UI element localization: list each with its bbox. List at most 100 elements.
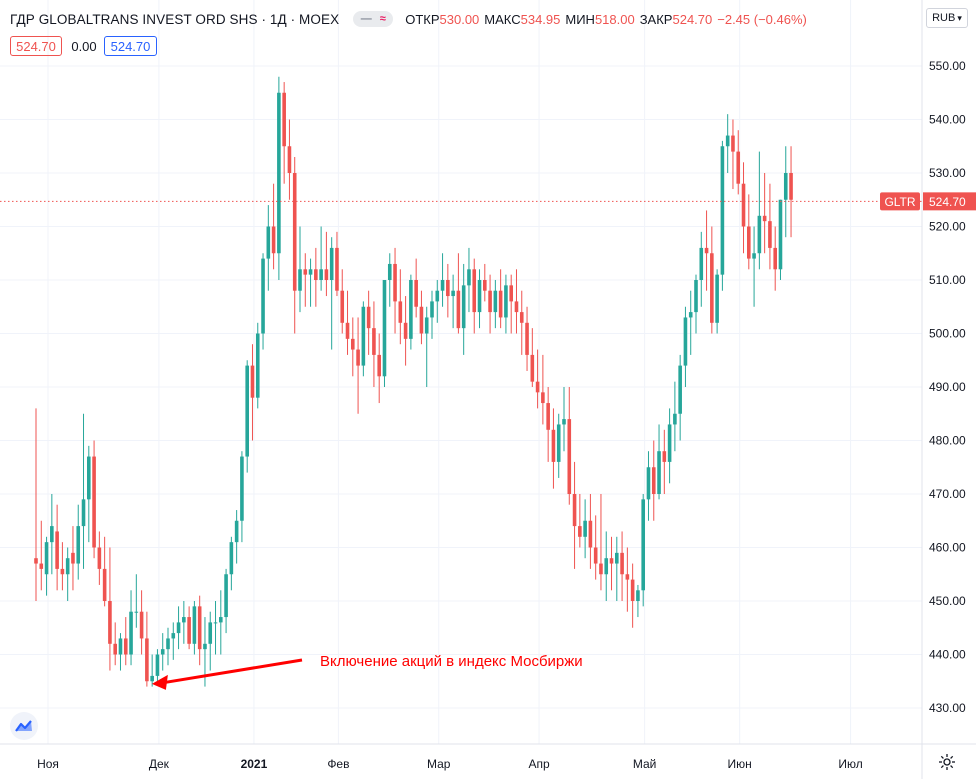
candle-body xyxy=(599,563,603,575)
candle-body xyxy=(366,306,371,329)
x-tick-label: Июл xyxy=(838,757,862,771)
candle-body xyxy=(683,317,688,366)
candle-body xyxy=(160,649,165,655)
candle-body xyxy=(604,558,609,575)
candle-body xyxy=(50,526,54,543)
currency-selector[interactable]: RUB ▾ xyxy=(926,8,968,28)
candle-body xyxy=(651,467,656,494)
gear-icon[interactable] xyxy=(936,751,958,773)
candle-body xyxy=(609,558,614,564)
candle-body xyxy=(271,226,276,254)
indicator-pill[interactable]: — ≈ xyxy=(353,11,394,27)
annotation-arrow-shaft xyxy=(161,658,303,685)
candle-body xyxy=(387,263,392,280)
candle-body xyxy=(451,290,455,297)
stat-close: ЗАКР524.70 xyxy=(639,11,713,27)
candle-body xyxy=(435,290,440,302)
candle-body xyxy=(197,606,202,650)
candle-body xyxy=(60,568,65,575)
candle-body xyxy=(493,290,498,313)
candle-body xyxy=(118,638,123,655)
candle-body xyxy=(424,317,429,334)
candle-body xyxy=(467,269,471,286)
candle-body xyxy=(187,617,191,644)
candle-body xyxy=(768,221,772,248)
candle-body xyxy=(250,365,255,398)
candle-body xyxy=(757,215,762,254)
currency-label: RUB xyxy=(932,12,956,24)
annotation-text: Включение акций в индекс Мосбиржи xyxy=(320,653,583,670)
candle-body xyxy=(741,183,746,227)
candle-body xyxy=(150,675,154,682)
y-tick-label: 550.00 xyxy=(929,59,966,73)
candle-body xyxy=(113,643,117,655)
candle-body xyxy=(92,456,96,548)
candle-body xyxy=(319,269,323,280)
candle-body xyxy=(361,306,366,366)
candle-body xyxy=(55,531,59,569)
candle-body xyxy=(240,456,244,521)
candle-body xyxy=(245,365,249,457)
candle-body xyxy=(303,269,308,275)
candle-body xyxy=(646,467,651,500)
candle-body xyxy=(731,135,735,152)
last-price-label: 524.70 xyxy=(929,195,966,209)
candle-body xyxy=(134,611,139,613)
candle-body xyxy=(176,622,181,634)
candle-body xyxy=(678,365,682,414)
candle-body xyxy=(588,520,593,548)
candle-body xyxy=(762,215,767,222)
candle-body xyxy=(667,424,672,462)
candle-body xyxy=(419,306,424,334)
candle-body xyxy=(567,419,572,494)
candle-body xyxy=(752,253,756,259)
x-tick-label: Май xyxy=(633,757,657,771)
candle-body xyxy=(182,617,186,623)
candle-body xyxy=(229,542,234,575)
candle-body xyxy=(773,247,777,270)
candle-body xyxy=(477,280,482,313)
candle-body xyxy=(102,568,107,601)
candle-body xyxy=(472,269,477,313)
candle-body xyxy=(97,547,102,569)
candle-body xyxy=(145,638,149,682)
value-box-indicator: 524.70 xyxy=(104,36,157,56)
candle-body xyxy=(662,451,667,462)
tradingview-logo-icon[interactable] xyxy=(10,712,38,740)
candle-body xyxy=(525,322,529,355)
candle-body xyxy=(393,263,397,302)
annotation-arrow-head xyxy=(151,674,168,690)
candle-body xyxy=(783,173,788,200)
symbol-tag xyxy=(880,192,920,211)
candle-body xyxy=(292,173,297,291)
candle-body xyxy=(572,494,577,527)
candle-body xyxy=(351,338,355,350)
candle-body xyxy=(255,333,260,398)
y-tick-label: 520.00 xyxy=(929,220,966,234)
stat-low: МИН518.00 xyxy=(565,11,635,27)
symbol-title[interactable]: ГДР GLOBALTRANS INVEST ORD SHS · 1Д · MO… xyxy=(10,11,340,27)
candle-body xyxy=(208,622,213,644)
candle-body xyxy=(630,579,635,601)
candle-body xyxy=(287,146,292,173)
candle-body xyxy=(139,611,144,639)
candle-body xyxy=(314,269,318,280)
candle-body xyxy=(504,285,508,318)
candle-body xyxy=(382,280,387,377)
wave-icon: ≈ xyxy=(379,13,386,25)
candle-body xyxy=(123,638,128,655)
candle-body xyxy=(673,413,677,425)
y-tick-label: 480.00 xyxy=(929,434,966,448)
candle-body xyxy=(720,146,725,275)
candle-body xyxy=(704,247,709,254)
candle-body xyxy=(34,558,38,564)
candle-body xyxy=(778,199,783,270)
candle-body xyxy=(203,643,207,650)
candle-body xyxy=(514,301,519,313)
symbol-tag-label: GLTR xyxy=(884,195,915,209)
y-tick-label: 450.00 xyxy=(929,594,966,608)
candle-body xyxy=(710,253,714,323)
candle-body xyxy=(530,354,535,382)
